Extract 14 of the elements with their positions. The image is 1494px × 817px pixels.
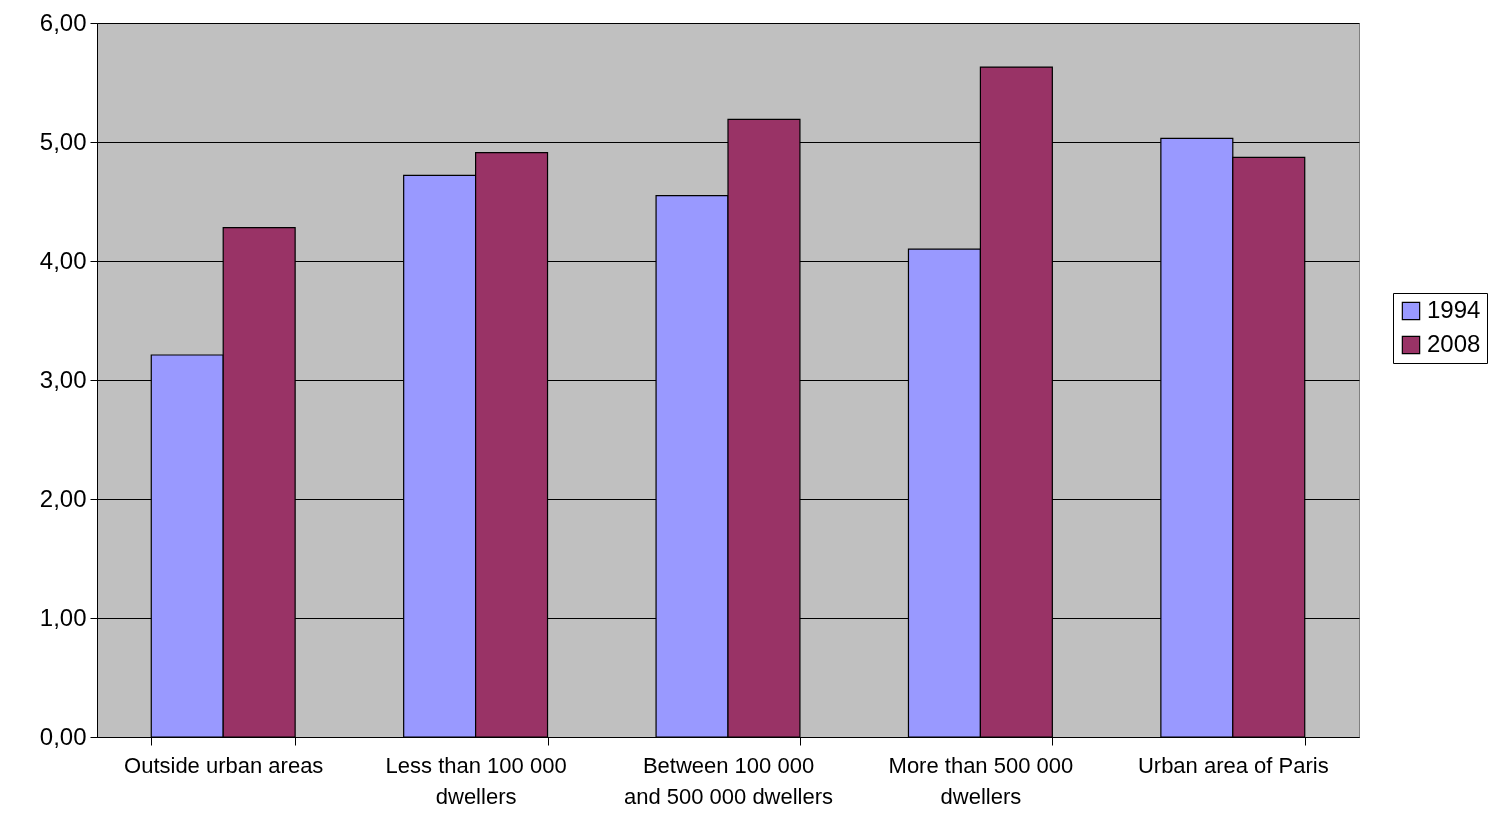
x-tick-label: Urban area of Paris (1137, 752, 1329, 778)
y-tick-label: 1,00 (39, 603, 87, 631)
y-tick-label: 4,00 (39, 246, 87, 274)
y-tick-label: 3,00 (39, 365, 87, 393)
y-tick-label: 6,00 (39, 8, 87, 36)
x-tick-label: More than 500 000 dwellers (888, 752, 1074, 809)
legend-label: 2008 (1427, 330, 1481, 357)
legend-label: 1994 (1427, 296, 1481, 323)
x-tick-label: Less than 100 000 dwellers (385, 752, 567, 809)
y-tick-label: 5,00 (39, 127, 87, 155)
x-tick-label: Outside urban areas (124, 752, 324, 778)
x-tick-label: Between 100 000 and 500 000 dwellers (623, 752, 834, 809)
y-tick-label: 2,00 (39, 484, 87, 512)
y-tick-label: 0,00 (39, 722, 87, 750)
